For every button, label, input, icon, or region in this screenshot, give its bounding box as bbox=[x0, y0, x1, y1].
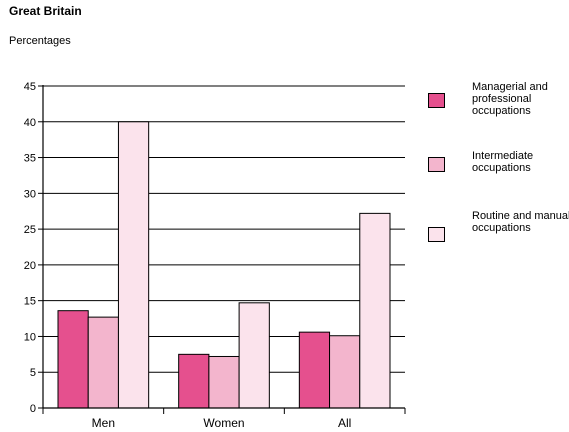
y-tick-label: 40 bbox=[24, 117, 36, 129]
legend-swatch-intermediate bbox=[428, 157, 445, 172]
bar bbox=[117, 121, 150, 409]
bar bbox=[57, 310, 89, 409]
chart-region-label: Great Britain bbox=[9, 4, 82, 18]
bar bbox=[359, 212, 391, 409]
x-category-label: All bbox=[338, 416, 351, 430]
x-category-label: Women bbox=[203, 416, 244, 430]
legend-label-routine: Routine and manual occupations bbox=[472, 210, 569, 234]
bar bbox=[87, 316, 119, 409]
legend-label-intermediate: Intermediate occupations bbox=[472, 150, 534, 174]
y-tick-label: 0 bbox=[30, 403, 36, 415]
bar bbox=[329, 335, 361, 409]
bar bbox=[238, 302, 270, 409]
y-tick-label: 20 bbox=[24, 260, 36, 272]
bar bbox=[208, 355, 240, 409]
x-category-label: Men bbox=[92, 416, 115, 430]
legend-swatch-routine bbox=[428, 227, 445, 242]
chart-unit-label: Percentages bbox=[9, 35, 71, 47]
legend-label-managerial: Managerial and professional occupations bbox=[472, 81, 548, 117]
bar bbox=[178, 353, 210, 409]
y-tick-label: 45 bbox=[24, 81, 36, 93]
y-tick-label: 10 bbox=[24, 331, 36, 343]
bar bbox=[298, 331, 331, 409]
y-tick-label: 25 bbox=[24, 224, 36, 236]
y-tick-label: 5 bbox=[30, 367, 36, 379]
y-tick-label: 30 bbox=[24, 188, 36, 200]
y-tick-label: 15 bbox=[24, 296, 36, 308]
legend-swatch-managerial bbox=[428, 93, 445, 108]
y-tick-label: 35 bbox=[24, 153, 36, 165]
